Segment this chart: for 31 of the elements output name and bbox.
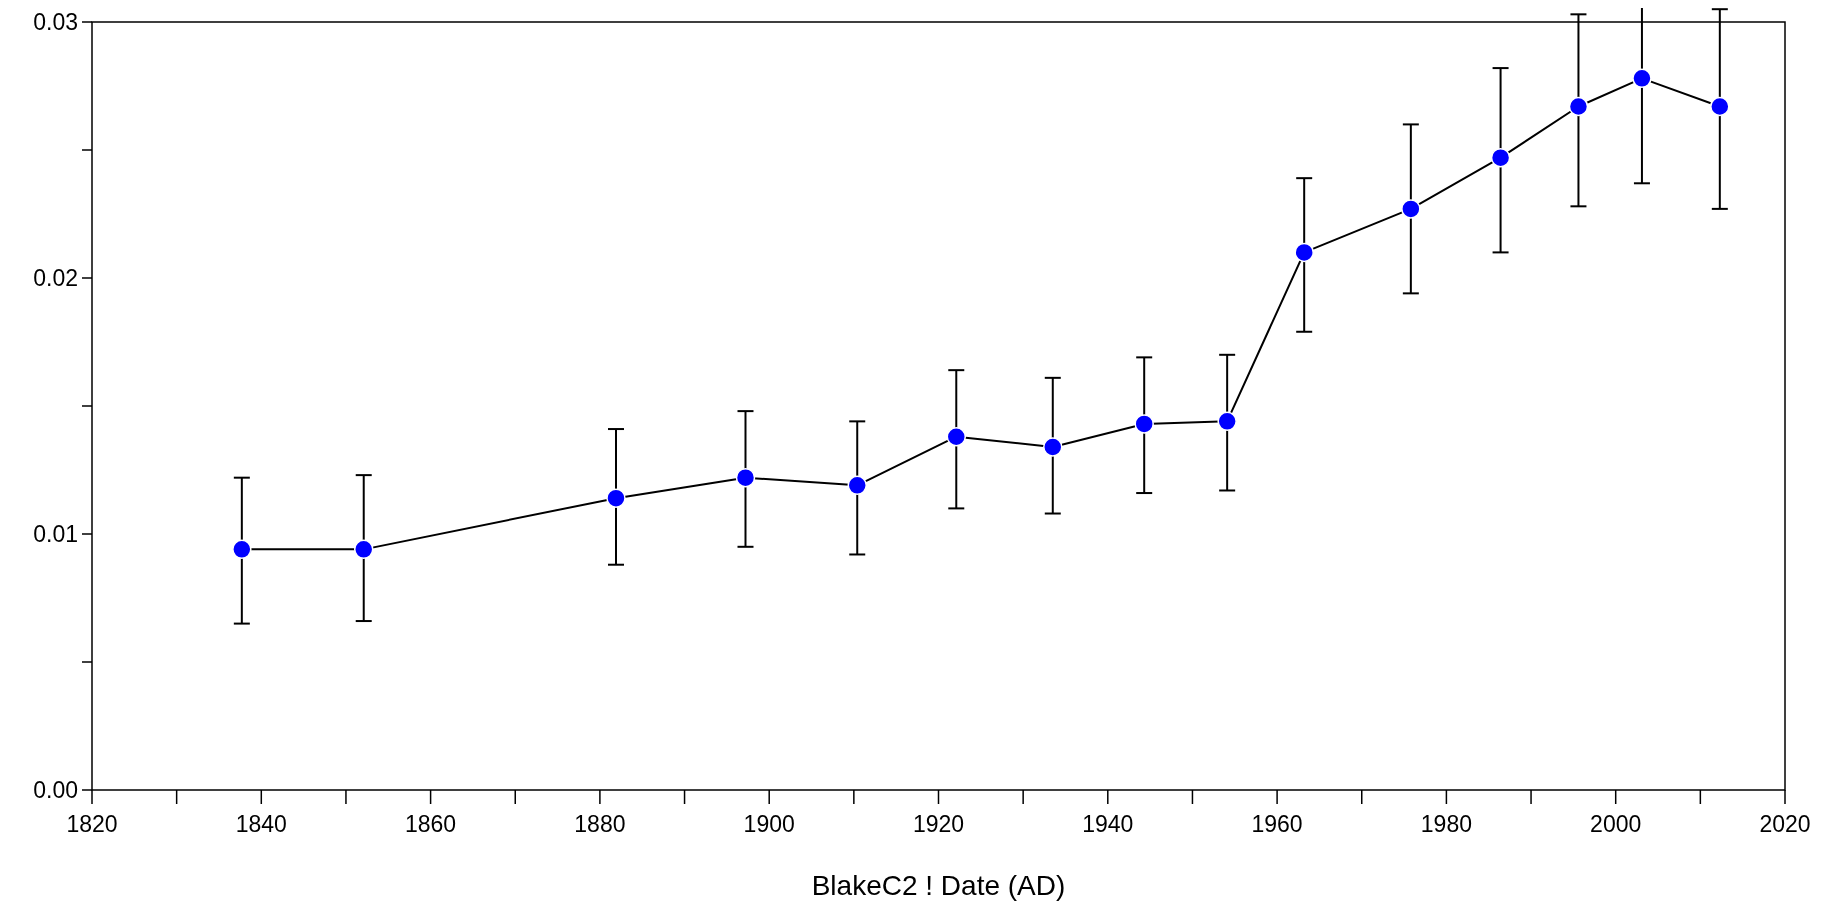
point	[847, 475, 867, 496]
x-tick-label: 2000	[1590, 811, 1642, 837]
x-tick-label: 1900	[743, 811, 795, 837]
x-axis-title: BlakeC2 ! Date (AD)	[811, 870, 1066, 901]
x-tick-label: 1860	[405, 811, 457, 837]
point	[1294, 242, 1314, 263]
x-tick-label: 2020	[1759, 811, 1811, 837]
x-tick-label: 1940	[1082, 811, 1134, 837]
point	[1710, 96, 1730, 117]
point	[1401, 199, 1421, 219]
x-tick-label: 1880	[574, 811, 626, 837]
y-tick-label: 0.02	[33, 265, 78, 291]
point	[1490, 147, 1511, 168]
x-tick-label: 1980	[1420, 811, 1472, 837]
y-tick-label: 0.03	[33, 9, 78, 35]
point	[735, 467, 756, 488]
x-tick-label: 1920	[912, 811, 965, 837]
y-tick-label: 0.01	[33, 521, 78, 547]
point	[1568, 96, 1589, 117]
point	[1043, 437, 1063, 457]
point	[353, 539, 374, 560]
x-tick-label: 1840	[235, 811, 287, 837]
point	[1632, 68, 1652, 89]
point	[1217, 411, 1237, 432]
x-tick-label: 1960	[1251, 811, 1303, 837]
y-tick-label: 0.00	[33, 777, 78, 803]
point	[1134, 414, 1154, 434]
x-tick-label: 1820	[66, 811, 118, 837]
point	[946, 426, 967, 447]
point	[606, 488, 626, 508]
point	[232, 539, 252, 560]
